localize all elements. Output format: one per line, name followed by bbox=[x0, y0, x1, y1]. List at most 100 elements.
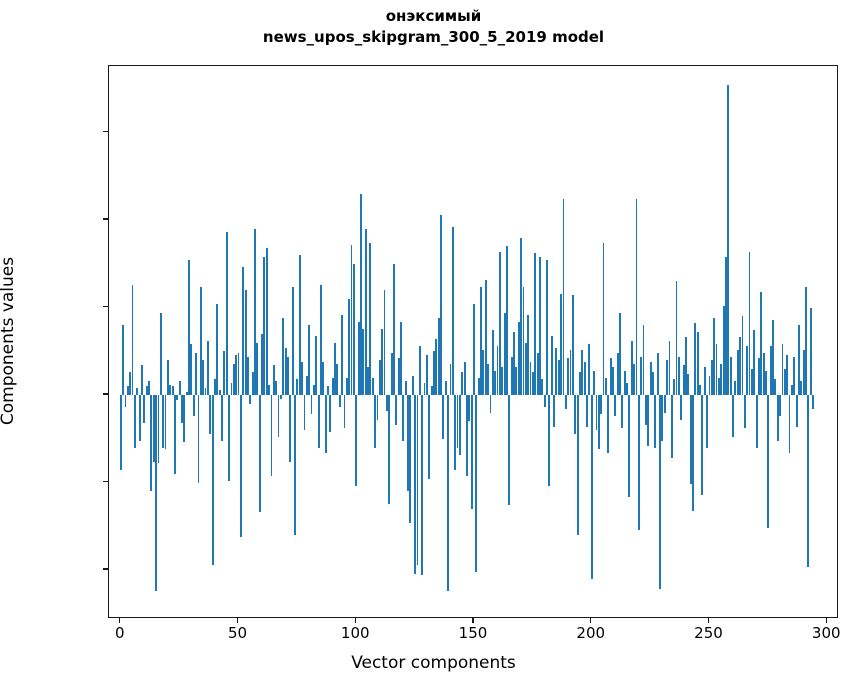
bar bbox=[703, 367, 706, 395]
bar bbox=[378, 360, 381, 395]
bar bbox=[725, 256, 727, 395]
bar bbox=[310, 395, 313, 415]
chart-title-line-2: news_upos_skipgram_300_5_2019 model bbox=[262, 28, 605, 46]
bar bbox=[611, 367, 614, 395]
bar bbox=[461, 372, 464, 395]
bar bbox=[706, 395, 709, 448]
bar bbox=[604, 377, 607, 395]
bar bbox=[119, 395, 122, 471]
bar bbox=[192, 395, 195, 416]
bar bbox=[152, 395, 155, 462]
x-tick-label: 200 bbox=[576, 624, 606, 642]
bar bbox=[776, 395, 779, 441]
bar bbox=[715, 344, 718, 395]
bar bbox=[369, 242, 372, 395]
bar bbox=[133, 395, 136, 448]
x-tick-mark bbox=[472, 618, 474, 623]
bar bbox=[765, 370, 767, 395]
bar bbox=[647, 395, 650, 446]
bar bbox=[736, 349, 739, 395]
bar bbox=[218, 389, 221, 395]
chart-title-line-1: онэксимый bbox=[385, 7, 482, 25]
bar bbox=[374, 395, 377, 448]
bar bbox=[355, 395, 358, 486]
bar bbox=[294, 395, 296, 535]
bar bbox=[421, 395, 424, 576]
bar bbox=[515, 367, 518, 395]
bar bbox=[287, 356, 289, 395]
bar bbox=[364, 228, 367, 395]
bar bbox=[317, 395, 320, 448]
bar bbox=[414, 395, 417, 574]
bar bbox=[390, 353, 393, 395]
bar bbox=[524, 342, 527, 395]
bar bbox=[543, 395, 546, 408]
bar bbox=[254, 228, 256, 395]
bar bbox=[536, 353, 539, 395]
bar bbox=[343, 395, 346, 429]
bar bbox=[682, 365, 685, 395]
bar bbox=[312, 384, 315, 395]
bar bbox=[506, 246, 508, 395]
bar bbox=[284, 347, 287, 395]
bar bbox=[520, 237, 523, 395]
bar bbox=[324, 395, 327, 453]
bar bbox=[684, 337, 687, 395]
bar bbox=[522, 286, 525, 395]
bar bbox=[628, 395, 631, 497]
bar bbox=[649, 361, 652, 395]
bar bbox=[435, 339, 438, 395]
bar bbox=[407, 395, 409, 492]
bar bbox=[614, 395, 617, 416]
bar bbox=[470, 395, 473, 509]
bar bbox=[548, 395, 551, 486]
bar bbox=[553, 395, 555, 427]
bar bbox=[755, 395, 758, 448]
bar bbox=[560, 293, 563, 395]
y-tick-mark bbox=[103, 130, 108, 133]
bar bbox=[501, 367, 504, 395]
bar bbox=[251, 372, 254, 395]
bar bbox=[597, 395, 600, 450]
y-tick-mark bbox=[103, 480, 108, 483]
bar bbox=[442, 395, 445, 439]
x-tick-mark bbox=[119, 618, 121, 623]
bar bbox=[722, 305, 725, 395]
bar bbox=[781, 344, 784, 395]
bar bbox=[635, 199, 638, 395]
bar bbox=[261, 333, 263, 395]
bar bbox=[357, 321, 360, 395]
bar bbox=[583, 361, 586, 395]
bar bbox=[265, 248, 268, 395]
bar bbox=[482, 349, 485, 395]
bar bbox=[456, 395, 459, 448]
bar bbox=[656, 353, 659, 395]
bar bbox=[197, 395, 200, 483]
bar bbox=[416, 395, 419, 565]
bar bbox=[510, 356, 513, 395]
bar bbox=[411, 375, 414, 395]
bar bbox=[569, 349, 572, 395]
bar bbox=[661, 395, 664, 441]
bar bbox=[126, 386, 129, 395]
bar bbox=[232, 363, 235, 395]
bar bbox=[301, 361, 304, 395]
bar bbox=[531, 372, 534, 395]
bar bbox=[331, 377, 334, 395]
bar bbox=[807, 395, 810, 567]
y-axis-label: Components values bbox=[0, 256, 18, 426]
bar bbox=[256, 342, 259, 395]
bar bbox=[677, 356, 680, 395]
bar bbox=[710, 360, 713, 395]
y-tick-mark bbox=[103, 218, 108, 220]
bar bbox=[246, 356, 249, 395]
bar bbox=[211, 395, 214, 565]
bar bbox=[463, 361, 466, 395]
bar bbox=[392, 263, 395, 395]
bar bbox=[221, 395, 223, 441]
bar bbox=[496, 346, 499, 395]
bar bbox=[619, 312, 621, 395]
bar bbox=[571, 295, 574, 395]
chart-title: онэксимый news_upos_skipgram_300_5_2019 … bbox=[0, 6, 867, 48]
bar bbox=[503, 312, 506, 395]
